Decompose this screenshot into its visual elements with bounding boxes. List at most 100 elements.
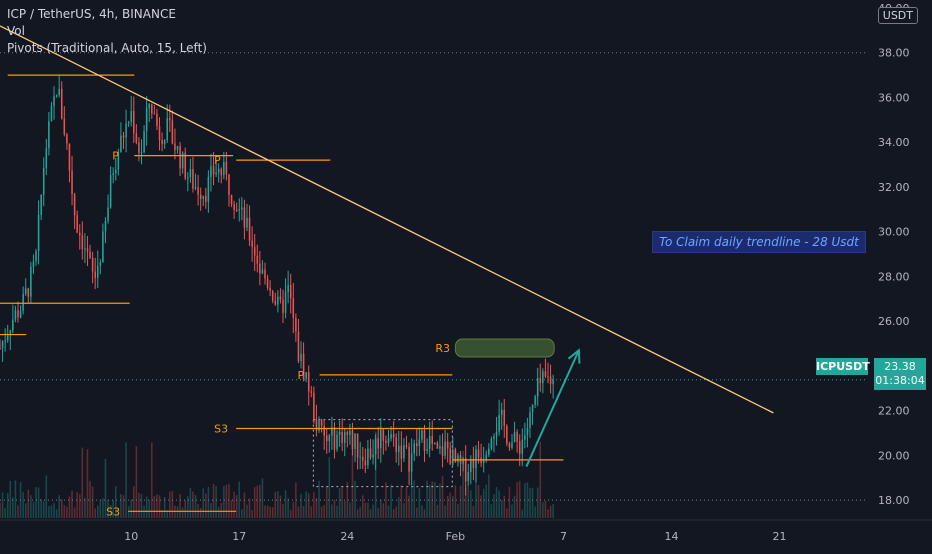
symbol-title[interactable]: ICP / TetherUS, 4h, BINANCE [7,6,207,23]
candle-body [475,449,477,468]
volume-bar [550,506,552,518]
volume-bar [503,496,505,518]
volume-bar [10,481,12,518]
volume-bar [485,485,487,518]
candle-body [496,432,498,437]
candle-body [53,97,55,107]
candle-body [424,430,426,451]
volume-bar [339,488,341,518]
candle-body [33,261,35,267]
volume-bar [179,494,181,518]
volume-bar [393,509,395,518]
volume-bar [205,494,207,518]
candle-body [105,221,107,232]
volume-bar [483,489,485,518]
volume-bar [4,508,6,518]
volume-bar [540,442,542,518]
volume-bar [182,508,184,518]
volume-bar [259,485,261,518]
volume-bar [362,495,364,518]
candle-body [334,427,336,449]
volume-bar [334,500,336,518]
volume-bar [488,474,490,518]
candle-body [542,371,544,383]
candle-body [231,195,233,204]
volume-bar [452,496,454,518]
volume-bar [40,499,42,518]
candle-body [437,443,439,449]
volume-bar [491,504,493,518]
candle-body [20,311,22,318]
volume-indicator-label[interactable]: Vol [7,23,207,40]
volume-bar [501,500,503,518]
y-tick-label: 18.00 [878,494,910,507]
volume-bar [169,492,171,518]
candle-body [413,443,415,453]
candle-body [2,341,4,348]
volume-bar [264,506,266,518]
candle-body [267,279,269,288]
candle-body [547,376,549,377]
candle-body [195,187,197,188]
candle-body [341,432,343,443]
volume-bar [308,493,310,518]
candle-body [550,377,552,385]
volume-bar [347,482,349,518]
candle-body [246,218,248,228]
x-tick-label: 10 [124,530,138,543]
candle-body [205,196,207,202]
candle-body [537,378,539,396]
volume-bar [467,484,469,518]
volume-bar [377,508,379,518]
volume-bar [200,508,202,518]
currency-button[interactable]: USDT [878,7,918,24]
resistance-zone-label: R3 [435,342,450,355]
volume-bar [64,505,66,518]
volume-bar [352,445,354,518]
candle-body [352,431,354,450]
candle-body [470,459,472,472]
volume-bar [100,501,102,518]
volume-bar [0,503,1,518]
volume-bar [280,496,282,518]
candle-body [43,168,45,194]
volume-bar [524,483,526,518]
volume-bar [156,494,158,518]
candle-body [532,405,534,413]
x-tick-label: 24 [340,530,354,543]
y-tick-label: 32.00 [878,181,910,194]
volume-bar [527,482,529,518]
candle-body [403,445,405,458]
volume-bar [287,498,289,518]
candle-body [449,448,451,464]
candle-body [298,332,300,362]
candle-body [290,285,292,298]
candle-body [311,391,313,392]
candle-body [478,449,480,457]
candle-body [115,169,117,173]
pivots-indicator-label[interactable]: Pivots (Traditional, Auto, 15, Left) [7,40,207,57]
volume-bar [398,497,400,518]
candle-body [184,153,186,179]
candle-body [457,455,459,462]
candle-body [344,432,346,443]
volume-bar [275,492,277,518]
candle-body [503,410,505,426]
volume-bar [460,486,462,518]
candle-body [82,235,84,249]
candle-body [285,292,287,313]
candle-body [143,131,145,152]
candle-body [4,341,6,342]
candle-body [107,207,109,220]
volume-bar [154,496,156,518]
candle-body [197,187,199,195]
volume-bar [233,492,235,518]
volume-bar [138,493,140,518]
candle-body [282,300,284,313]
candle-body [257,256,259,264]
candle-body [200,195,202,199]
volume-bar [223,486,225,518]
